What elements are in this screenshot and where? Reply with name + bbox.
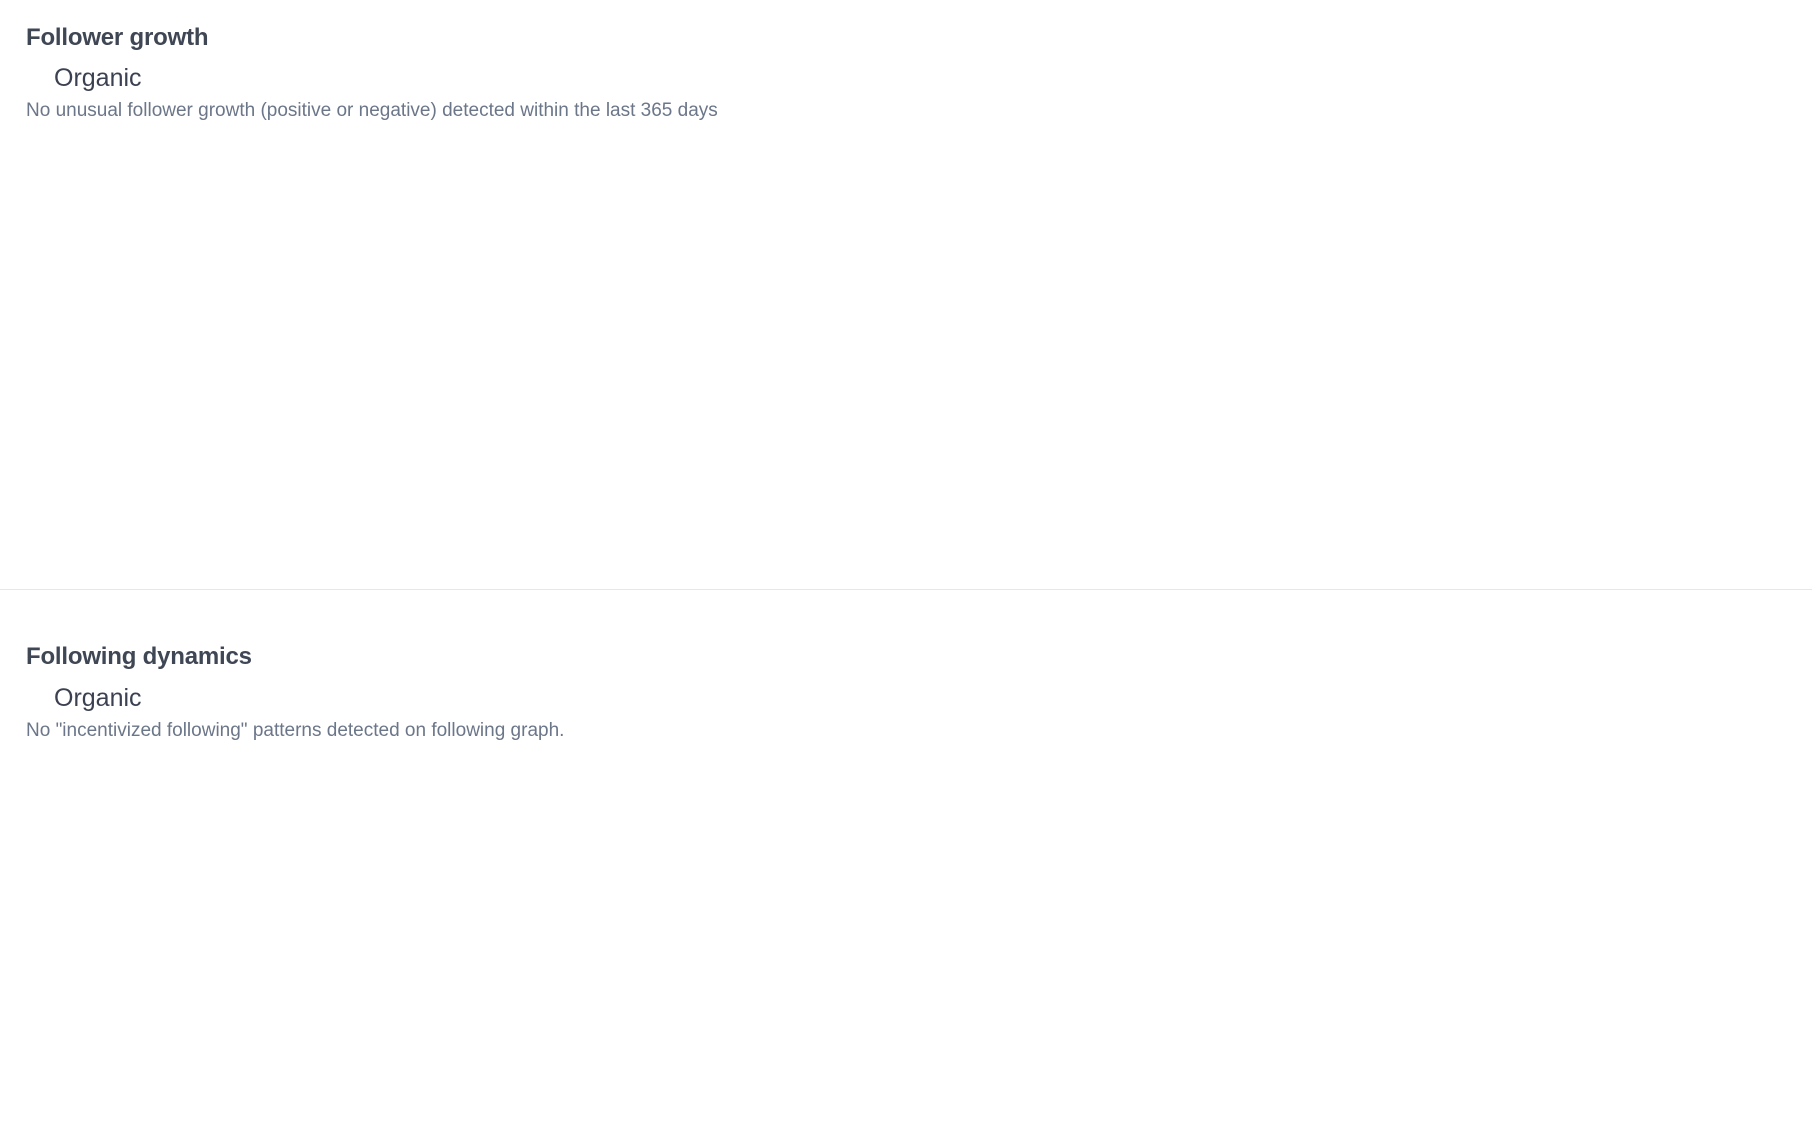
follower-growth-section: Follower growth Organic No unusual follo…	[0, 0, 1812, 590]
section-description: No unusual follower growth (positive or …	[26, 100, 718, 121]
status-indicator: Organic	[26, 684, 142, 713]
following-dynamics-section: Following dynamics Organic No "incentivi…	[0, 591, 1812, 1148]
status-label: Organic	[54, 64, 142, 92]
following-dynamics-chart	[0, 591, 1812, 1148]
section-title: Follower growth	[26, 24, 209, 51]
status-label: Organic	[54, 684, 142, 712]
section-divider	[0, 589, 1812, 590]
section-title: Following dynamics	[26, 643, 252, 670]
section-description: No "incentivized following" patterns det…	[26, 720, 565, 741]
follower-growth-chart	[0, 0, 1812, 590]
status-indicator: Organic	[26, 64, 142, 93]
